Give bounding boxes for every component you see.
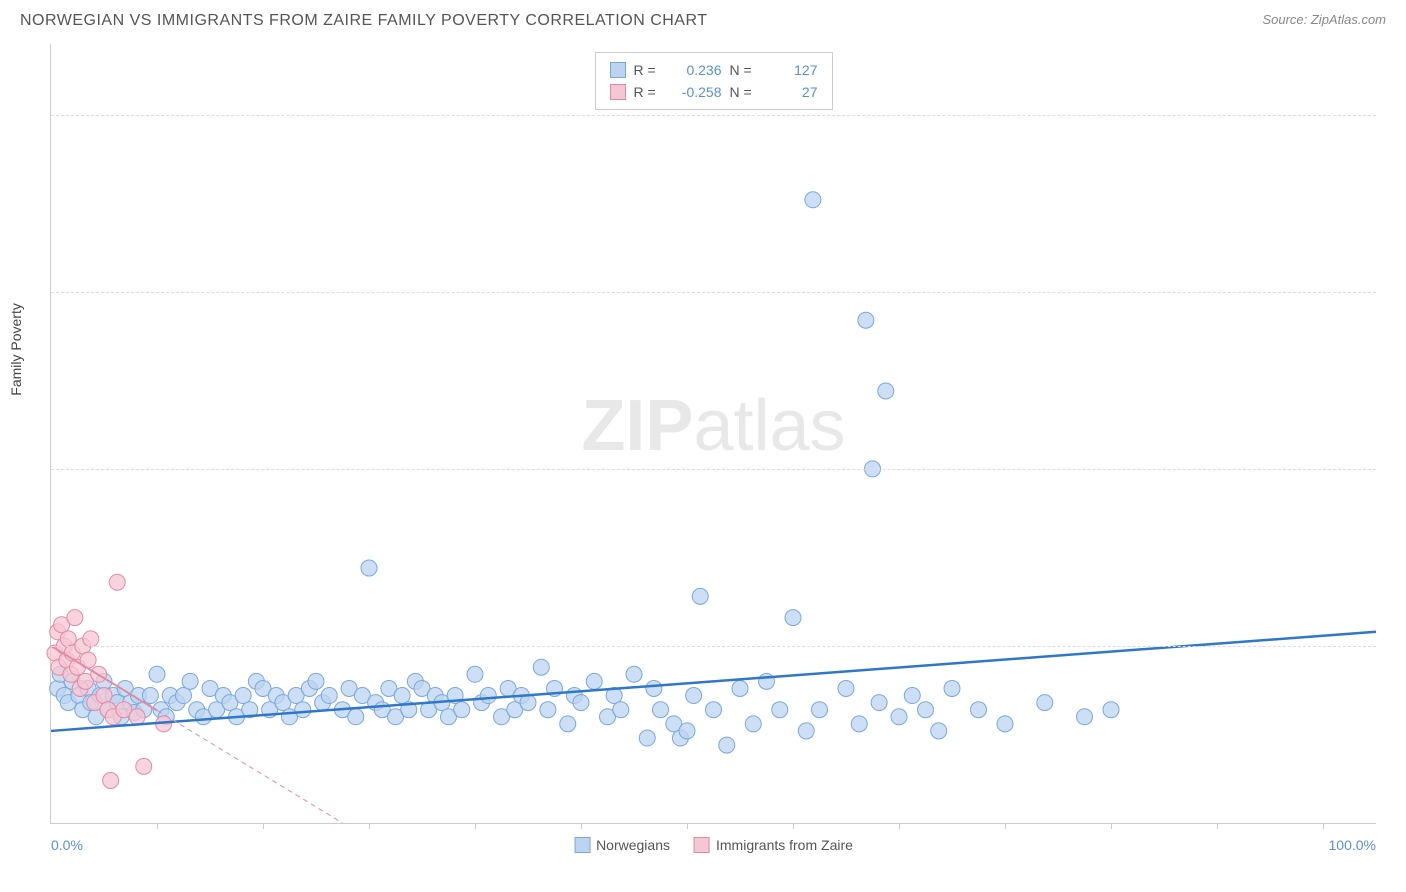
source-label: Source: ZipAtlas.com — [1262, 12, 1386, 27]
x-tick — [157, 823, 158, 829]
x-tick — [1111, 823, 1112, 829]
x-tick — [369, 823, 370, 829]
r-value-0: 0.236 — [672, 59, 722, 81]
x-tick — [793, 823, 794, 829]
chart-title: NORWEGIAN VS IMMIGRANTS FROM ZAIRE FAMIL… — [20, 12, 708, 30]
y-tick-label: 37.5% — [1386, 284, 1406, 300]
swatch-bottom-1 — [694, 837, 710, 853]
n-label: N = — [730, 81, 760, 103]
chart-area: ZIPatlas Family Poverty R = 0.236 N = 12… — [50, 44, 1376, 824]
x-tick — [263, 823, 264, 829]
legend-label-0: Norwegians — [596, 837, 670, 853]
y-tick-label: 12.5% — [1386, 638, 1406, 654]
x-tick — [581, 823, 582, 829]
legend-label-1: Immigrants from Zaire — [716, 837, 853, 853]
x-axis-min-label: 0.0% — [51, 837, 83, 853]
r-value-1: -0.258 — [672, 81, 722, 103]
grid-line — [51, 292, 1376, 293]
scatter-plot — [51, 44, 1376, 823]
x-tick — [687, 823, 688, 829]
swatch-series-0 — [610, 62, 626, 78]
swatch-bottom-0 — [574, 837, 590, 853]
x-tick — [475, 823, 476, 829]
n-value-1: 27 — [768, 81, 818, 103]
grid-line — [51, 469, 1376, 470]
x-tick — [899, 823, 900, 829]
y-tick-label: 25.0% — [1386, 461, 1406, 477]
x-tick — [1005, 823, 1006, 829]
y-axis-title: Family Poverty — [8, 303, 24, 396]
n-value-0: 127 — [768, 59, 818, 81]
n-label: N = — [730, 59, 760, 81]
grid-line — [51, 646, 1376, 647]
swatch-series-1 — [610, 84, 626, 100]
header: NORWEGIAN VS IMMIGRANTS FROM ZAIRE FAMIL… — [0, 0, 1406, 34]
r-label: R = — [634, 59, 664, 81]
x-tick — [1323, 823, 1324, 829]
x-axis-max-label: 100.0% — [1329, 837, 1376, 853]
legend-correlation: R = 0.236 N = 127 R = -0.258 N = 27 — [595, 52, 833, 110]
x-tick — [1217, 823, 1218, 829]
legend-item-1: Immigrants from Zaire — [694, 837, 853, 853]
legend-row-series-1: R = -0.258 N = 27 — [610, 81, 818, 103]
legend-row-series-0: R = 0.236 N = 127 — [610, 59, 818, 81]
legend-series: Norwegians Immigrants from Zaire — [574, 837, 853, 853]
legend-item-0: Norwegians — [574, 837, 670, 853]
r-label: R = — [634, 81, 664, 103]
grid-line — [51, 115, 1376, 116]
y-tick-label: 50.0% — [1386, 107, 1406, 123]
